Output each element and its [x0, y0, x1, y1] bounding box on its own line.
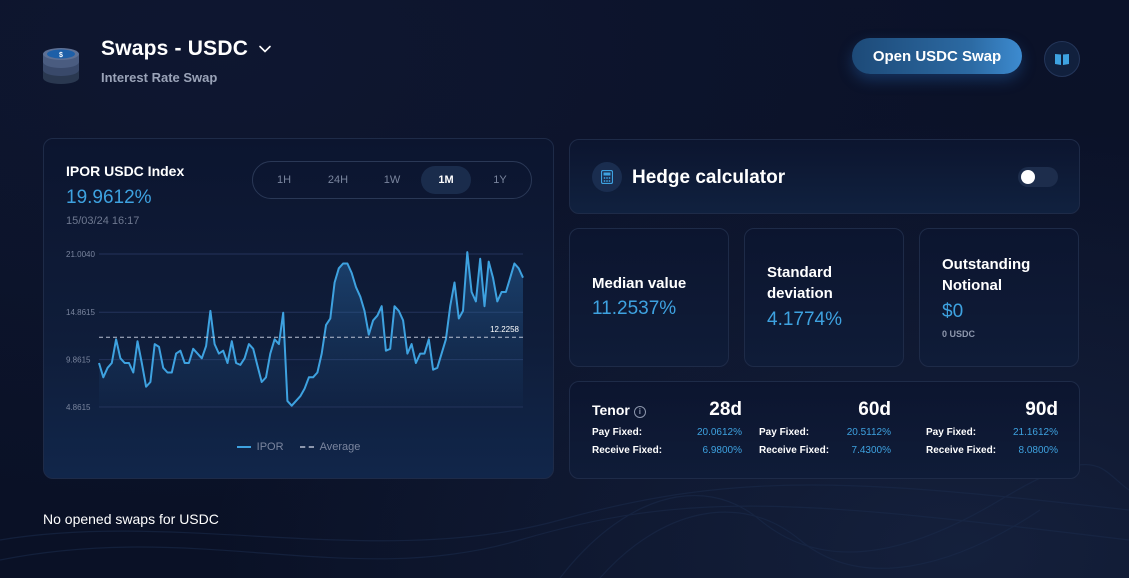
legend-average-label: Average	[319, 441, 361, 453]
tenor-card: Tenor i 28d Pay Fixed: 20.0612% Receive F…	[569, 381, 1080, 479]
y-tick-label: 14.8615	[66, 308, 95, 317]
outstanding-notional-label-line1: Outstanding	[942, 256, 1031, 273]
tab-24h[interactable]: 24H	[327, 174, 349, 186]
toggle-knob	[1021, 170, 1035, 184]
outstanding-notional-value: $0	[942, 301, 964, 322]
tenor-column-90d: 90d Pay Fixed: 21.1612% Receive Fixed: 8…	[926, 382, 1058, 478]
ipor-series-line	[98, 251, 524, 407]
tenor-days: 90d	[1025, 399, 1058, 420]
index-date: 15/03/24 16:17	[66, 215, 140, 227]
average-label: 12.2258	[490, 325, 519, 334]
page-subtitle: Interest Rate Swap	[101, 70, 218, 85]
outstanding-notional-label: Outstanding Notional	[942, 254, 1030, 296]
legend-average: Average	[299, 441, 361, 453]
pay-fixed-row: Pay Fixed: 20.5112%	[759, 427, 891, 438]
pay-fixed-value: 20.5112%	[846, 427, 891, 438]
chart-legend: IPOR Average	[44, 441, 553, 453]
legend-ipor: IPOR	[236, 441, 284, 453]
tenor-days: 60d	[858, 399, 891, 420]
period-tabs: 1H 24H 1W 1M 1Y	[252, 161, 532, 199]
median-value-label: Median value	[592, 275, 687, 292]
standard-deviation-value: 4.1774%	[767, 309, 843, 330]
receive-fixed-label: Receive Fixed:	[926, 445, 997, 456]
y-tick-label: 21.0040	[66, 250, 95, 259]
tab-1w[interactable]: 1W	[383, 174, 401, 186]
book-icon	[1055, 54, 1069, 65]
usdc-coin-stack-icon: $	[41, 42, 81, 86]
outstanding-notional-card: Outstanding Notional $0 0 USDC	[919, 228, 1079, 367]
hedge-calculator-toggle[interactable]	[1018, 167, 1058, 187]
standard-deviation-label-line1: Standard	[767, 264, 833, 281]
receive-fixed-row: Receive Fixed: 7.4300%	[759, 445, 891, 456]
outstanding-notional-usdc: 0 USDC	[942, 329, 976, 339]
pay-fixed-row: Pay Fixed: 21.1612%	[926, 427, 1058, 438]
pay-fixed-row: Pay Fixed: 20.0612%	[592, 427, 742, 438]
svg-text:$: $	[59, 52, 63, 59]
tab-1y[interactable]: 1Y	[493, 174, 507, 186]
index-chart-card: IPOR USDC Index 19.9612% 15/03/24 16:17 …	[43, 138, 554, 479]
page-title-text: Swaps - USDC	[101, 37, 249, 60]
hedge-calculator-title: Hedge calculator	[632, 167, 786, 188]
tab-1m[interactable]: 1M	[421, 166, 471, 194]
tenor-days: 28d	[709, 399, 742, 420]
standard-deviation-label-line2: deviation	[767, 285, 833, 302]
standard-deviation-label: Standard deviation	[767, 262, 833, 304]
receive-fixed-value: 8.0800%	[1018, 445, 1058, 456]
pay-fixed-value: 21.1612%	[1012, 427, 1058, 438]
legend-ipor-swatch	[236, 446, 251, 448]
index-title: IPOR USDC Index	[66, 163, 185, 179]
pay-fixed-label: Pay Fixed:	[592, 427, 643, 438]
tenor-column-60d: 60d Pay Fixed: 20.5112% Receive Fixed: 7…	[759, 382, 891, 478]
tenor-column-28d: Tenor i 28d Pay Fixed: 20.0612% Receive F…	[592, 382, 742, 478]
calculator-icon	[592, 162, 622, 192]
page-title[interactable]: Swaps - USDC	[101, 37, 272, 61]
hedge-calculator-card: Hedge calculator	[569, 139, 1080, 214]
receive-fixed-row: Receive Fixed: 8.0800%	[926, 445, 1058, 456]
pay-fixed-value: 20.0612%	[696, 427, 742, 438]
info-icon[interactable]: i	[633, 406, 646, 418]
receive-fixed-row: Receive Fixed: 6.9800%	[592, 445, 742, 456]
median-value-card: Median value 11.2537%	[569, 228, 729, 367]
ipor-area	[99, 252, 523, 407]
no-swaps-message: No opened swaps for USDC	[43, 511, 219, 527]
y-tick-label: 9.8615	[66, 356, 91, 365]
chevron-down-icon[interactable]	[258, 42, 272, 56]
pay-fixed-label: Pay Fixed:	[926, 427, 977, 438]
y-tick-label: 4.8615	[66, 403, 91, 412]
tab-1h[interactable]: 1H	[276, 174, 292, 186]
ipor-line-chart: 21.0040 14.8615 9.8615 4.8615 12.2258	[66, 250, 524, 412]
standard-deviation-card: Standard deviation 4.1774%	[744, 228, 904, 367]
receive-fixed-label: Receive Fixed:	[759, 445, 830, 456]
index-value: 19.9612%	[66, 187, 152, 208]
legend-ipor-label: IPOR	[256, 441, 284, 453]
receive-fixed-value: 7.4300%	[851, 445, 891, 456]
pay-fixed-label: Pay Fixed:	[759, 427, 810, 438]
tenor-label-text: Tenor	[592, 402, 630, 418]
legend-average-swatch	[299, 446, 314, 448]
docs-button[interactable]	[1044, 41, 1080, 77]
receive-fixed-label: Receive Fixed:	[592, 445, 663, 456]
tenor-label: Tenor i	[592, 402, 646, 418]
open-swap-button[interactable]: Open USDC Swap	[852, 38, 1022, 74]
outstanding-notional-label-line2: Notional	[942, 277, 1002, 294]
receive-fixed-value: 6.9800%	[702, 445, 742, 456]
median-value: 11.2537%	[592, 298, 677, 319]
